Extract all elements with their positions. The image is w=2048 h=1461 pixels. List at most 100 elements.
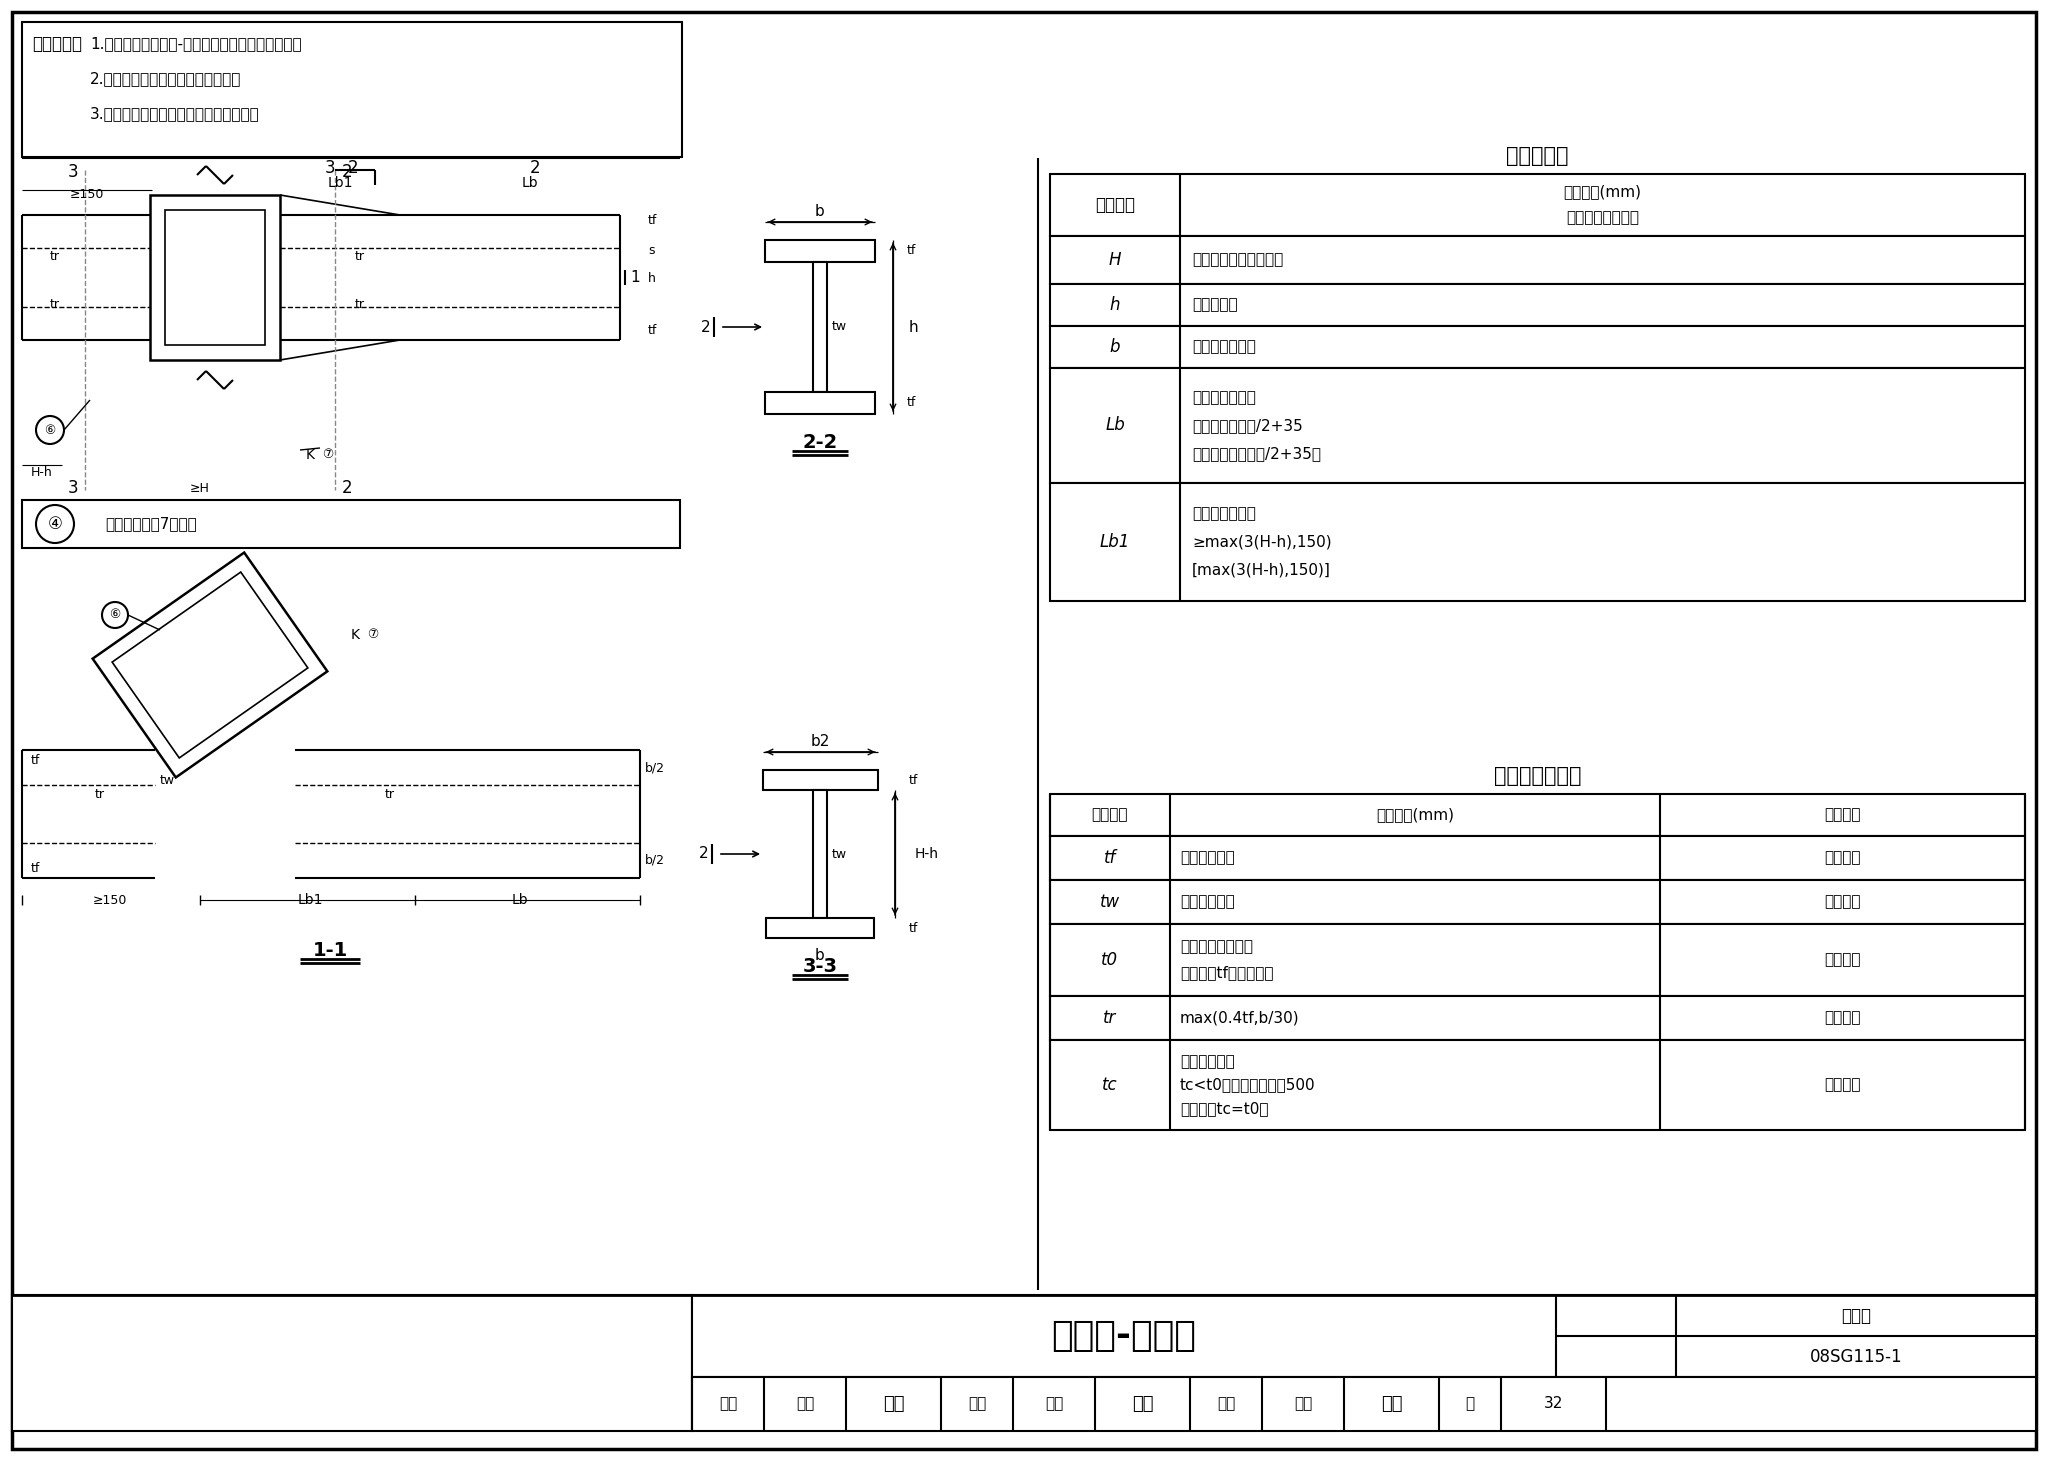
Text: 板厚取值(mm): 板厚取值(mm) — [1376, 808, 1454, 823]
Bar — [12, 1294, 692, 1430]
Text: 王培: 王培 — [1380, 1395, 1403, 1413]
Text: 32: 32 — [1544, 1397, 1563, 1411]
Text: 1-1: 1-1 — [313, 941, 348, 960]
Bar — [764, 770, 879, 790]
Text: ⑦: ⑦ — [322, 449, 334, 462]
Text: 3-3: 3-3 — [803, 957, 838, 976]
Text: 同梁段翼缘宽度: 同梁段翼缘宽度 — [1192, 339, 1255, 355]
Text: Lb: Lb — [1106, 416, 1124, 434]
Text: 与梁相同: 与梁相同 — [1825, 894, 1862, 910]
Bar — [23, 500, 680, 548]
Text: ④: ④ — [47, 514, 61, 533]
Bar — [813, 790, 827, 918]
Text: [max(3(H-h),150)]: [max(3(H-h),150)] — [1192, 562, 1331, 577]
Text: tf: tf — [907, 244, 915, 257]
Text: 设计: 设计 — [1217, 1397, 1235, 1411]
Text: 1.多高层钢结构、钢-混凝土混合结构中的钢框架；: 1.多高层钢结构、钢-混凝土混合结构中的钢框架； — [90, 37, 301, 51]
Text: 与梁相同: 与梁相同 — [1825, 850, 1862, 865]
Text: 2: 2 — [698, 846, 709, 862]
Text: 板厚符号: 板厚符号 — [1092, 808, 1128, 823]
Text: tw: tw — [160, 773, 176, 786]
Bar — [766, 240, 874, 262]
Bar — [150, 194, 281, 359]
Bar — [692, 1378, 2036, 1430]
Text: 参数名称: 参数名称 — [1096, 196, 1135, 213]
Bar — [1051, 793, 2025, 836]
Text: 2: 2 — [348, 159, 358, 177]
Text: tr: tr — [354, 298, 365, 311]
Text: 节点参数表: 节点参数表 — [1505, 146, 1569, 167]
Text: 柱加劲隔板厚度：: 柱加劲隔板厚度： — [1180, 939, 1253, 954]
Bar — [766, 392, 874, 413]
Bar — [766, 918, 874, 938]
Text: H-h: H-h — [915, 847, 938, 861]
Text: tw: tw — [831, 847, 848, 861]
Text: 适用范围：: 适用范围： — [33, 35, 82, 53]
Text: ≥H: ≥H — [190, 482, 211, 494]
Bar — [813, 262, 827, 392]
Text: tr: tr — [49, 298, 59, 311]
Text: ≥max(3(H-h),150): ≥max(3(H-h),150) — [1192, 535, 1331, 549]
Text: 3: 3 — [68, 164, 78, 181]
Text: tw: tw — [831, 320, 848, 333]
Text: 2: 2 — [342, 479, 352, 497]
Text: Lb: Lb — [512, 893, 528, 907]
Text: 梁截面高度: 梁截面高度 — [1192, 298, 1237, 313]
Text: 3: 3 — [326, 159, 336, 177]
Bar — [166, 210, 264, 345]
Text: 申林: 申林 — [797, 1397, 815, 1411]
Bar — [1051, 923, 2025, 996]
Text: ⑥: ⑥ — [45, 424, 55, 437]
Text: tf: tf — [907, 396, 915, 409]
Text: Lb1: Lb1 — [328, 175, 352, 190]
Text: 同梁腹板厚度: 同梁腹板厚度 — [1180, 894, 1235, 910]
Circle shape — [37, 416, 63, 444]
Text: 腹板拼接板长度/2+35: 腹板拼接板长度/2+35 — [1192, 418, 1303, 432]
Text: tf: tf — [909, 922, 918, 935]
Text: 节点钢板厚度表: 节点钢板厚度表 — [1493, 766, 1581, 786]
Bar — [1051, 996, 2025, 1040]
Text: max(0.4tf,b/30): max(0.4tf,b/30) — [1180, 1011, 1300, 1026]
Text: 2: 2 — [342, 164, 352, 181]
Text: s: s — [647, 244, 655, 257]
Text: 材质要求: 材质要求 — [1825, 808, 1862, 823]
Bar — [23, 22, 682, 156]
Text: 与梁相同: 与梁相同 — [1825, 1011, 1862, 1026]
Text: tr: tr — [1104, 1010, 1116, 1027]
Text: ≥150: ≥150 — [70, 188, 104, 202]
Circle shape — [102, 602, 127, 628]
Text: Lb1: Lb1 — [1100, 533, 1130, 551]
Text: h: h — [909, 320, 920, 335]
Text: b/2: b/2 — [645, 761, 666, 774]
Text: 汇交梁最大梁截面高度: 汇交梁最大梁截面高度 — [1192, 253, 1284, 267]
Text: tf: tf — [647, 323, 657, 336]
Text: 08SG115-1: 08SG115-1 — [1810, 1347, 1903, 1366]
Bar — [1051, 174, 2025, 237]
Text: b2: b2 — [811, 735, 829, 749]
Text: tc: tc — [1102, 1075, 1118, 1094]
Text: 柱截面壁厚：: 柱截面壁厚： — [1180, 1053, 1235, 1069]
Text: 2-2: 2-2 — [803, 432, 838, 451]
Bar — [1051, 484, 2025, 600]
Bar — [1051, 326, 2025, 368]
Text: H-h: H-h — [31, 466, 53, 479]
Bar — [1051, 836, 2025, 880]
Text: 王浩: 王浩 — [1294, 1397, 1313, 1411]
Text: 审核: 审核 — [719, 1397, 737, 1411]
Text: tf: tf — [31, 754, 39, 767]
Text: 与梁相同: 与梁相同 — [1825, 953, 1862, 967]
Text: 楔形梁段长度；: 楔形梁段长度； — [1192, 507, 1255, 522]
Text: tw: tw — [1100, 893, 1120, 912]
Text: tf: tf — [1104, 849, 1116, 866]
Text: ⑦: ⑦ — [367, 628, 379, 641]
Text: 未标注焊缝为7号焊缝: 未标注焊缝为7号焊缝 — [104, 517, 197, 532]
Text: K: K — [350, 628, 360, 641]
Text: 同梁翼缘厚度: 同梁翼缘厚度 — [1180, 850, 1235, 865]
Text: 限制值［参考值］: 限制值［参考值］ — [1567, 210, 1638, 225]
Text: 校对: 校对 — [969, 1397, 987, 1411]
Text: tr: tr — [385, 789, 395, 802]
Text: 刘岩: 刘岩 — [1133, 1395, 1153, 1413]
Polygon shape — [92, 552, 328, 777]
Text: tr: tr — [354, 250, 365, 263]
Text: 箱形柱-梁节点: 箱形柱-梁节点 — [1051, 1319, 1196, 1353]
